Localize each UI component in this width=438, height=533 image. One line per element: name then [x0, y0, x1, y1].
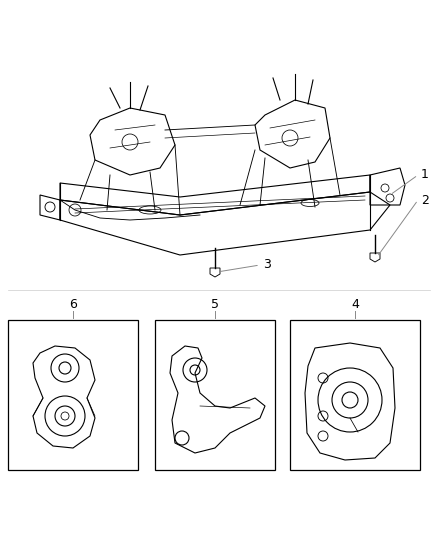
- Text: 3: 3: [263, 259, 271, 271]
- Bar: [8, 320, 138, 470]
- Text: 6: 6: [69, 297, 77, 311]
- Bar: [155, 320, 275, 470]
- Text: 5: 5: [211, 297, 219, 311]
- Text: 2: 2: [421, 193, 429, 206]
- Text: 4: 4: [351, 297, 359, 311]
- Bar: [290, 320, 420, 470]
- Text: 1: 1: [421, 168, 429, 182]
